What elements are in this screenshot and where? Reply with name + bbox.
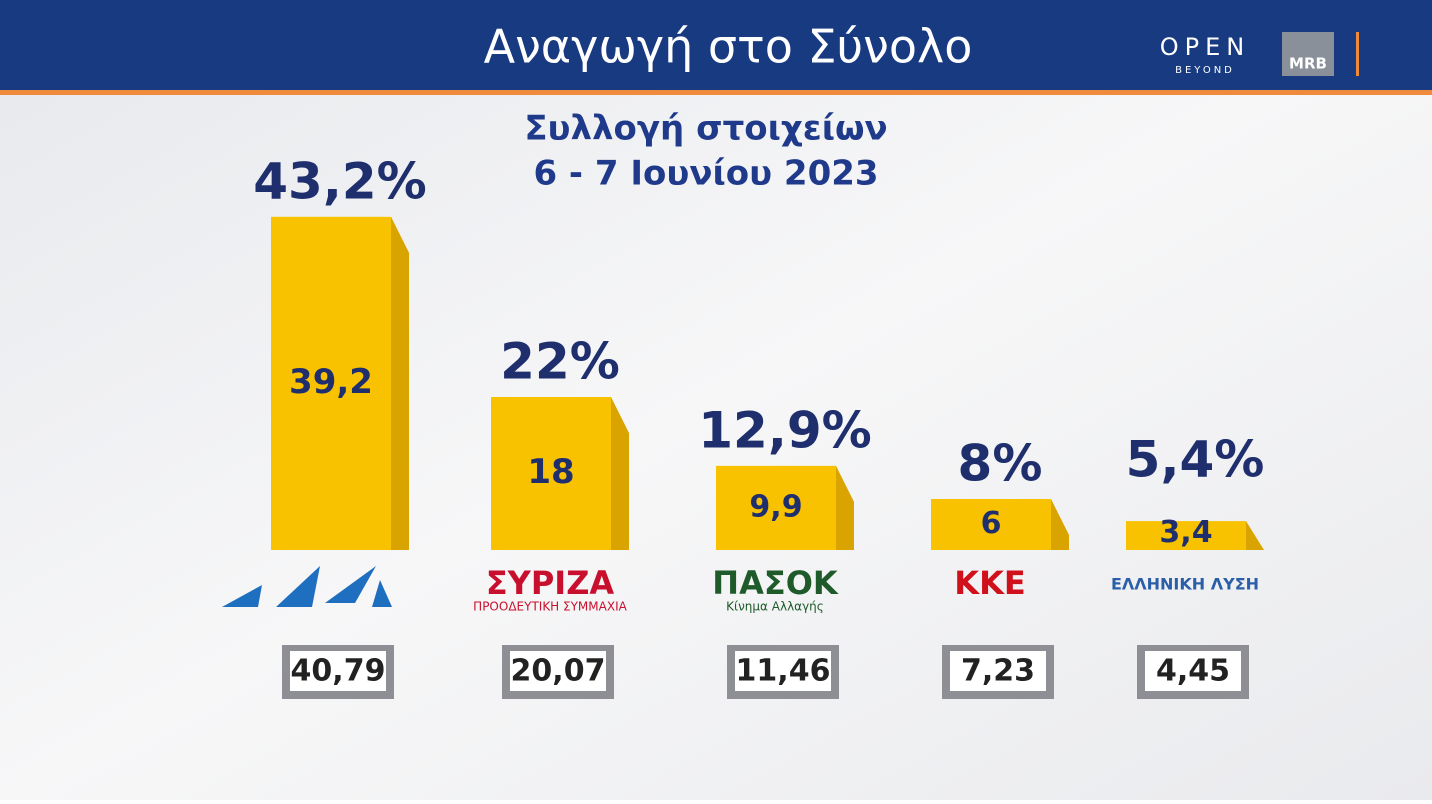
- category-label: ΣΥΡΙΖΑ: [486, 564, 615, 602]
- bar-side: [391, 216, 409, 551]
- value-label: 39,2: [289, 362, 373, 402]
- brand-open: OPEN: [1160, 33, 1250, 61]
- projection-label: 43,2%: [253, 152, 426, 210]
- previous-label: 20,07: [511, 654, 606, 689]
- previous-box-inner: [290, 651, 386, 691]
- bar-side: [611, 397, 629, 550]
- bar: [716, 465, 836, 550]
- bar-side: [1246, 521, 1264, 550]
- category-label: ΚΚΕ: [954, 564, 1025, 602]
- projection-label: 8%: [958, 435, 1043, 493]
- bar: [1126, 521, 1246, 550]
- bar: [491, 397, 611, 550]
- subtitle: Συλλογή στοιχείων: [524, 109, 887, 149]
- value-label: 9,9: [749, 489, 802, 524]
- previous-label: 7,23: [961, 654, 1035, 689]
- chart-title: Αναγωγή στο Σύνολο: [484, 20, 973, 74]
- header-accent: [0, 90, 1432, 95]
- nd-logo: [222, 566, 392, 607]
- category-label: ΕΛΛΗΝΙΚΗ ΛΥΣΗ: [1111, 575, 1259, 594]
- category-sublabel: ΠΡΟΟΔΕΥΤΙΚΗ ΣΥΜΜΑΧΙΑ: [473, 600, 627, 614]
- subtitle: 6 - 7 Ιουνίου 2023: [533, 154, 878, 194]
- bar: [931, 499, 1051, 550]
- projection-label: 5,4%: [1126, 431, 1265, 489]
- bar-side: [836, 465, 854, 550]
- brand-mrb: MRB: [1289, 55, 1327, 73]
- category-sublabel: Κίνημα Αλλαγής: [726, 600, 824, 614]
- category-label: ΠΑΣΟΚ: [712, 564, 839, 602]
- previous-label: 40,79: [291, 654, 386, 689]
- mrb-box: [1282, 32, 1334, 76]
- bar-side: [1051, 499, 1069, 550]
- projection-label: 12,9%: [698, 401, 871, 459]
- previous-box-inner: [510, 651, 606, 691]
- brand-beyond: BEYOND: [1175, 65, 1235, 76]
- value-label: 18: [527, 452, 574, 492]
- bar: [271, 216, 391, 551]
- value-label: 3,4: [1159, 515, 1212, 550]
- brand-divider: [1356, 32, 1359, 76]
- previous-box-inner: [1145, 651, 1241, 691]
- previous-label: 4,45: [1156, 654, 1230, 689]
- projection-label: 22%: [500, 333, 620, 391]
- previous-box-inner: [735, 651, 831, 691]
- previous-label: 11,46: [736, 654, 831, 689]
- previous-box-inner: [950, 651, 1046, 691]
- header-bar: [0, 0, 1432, 90]
- value-label: 6: [981, 506, 1002, 541]
